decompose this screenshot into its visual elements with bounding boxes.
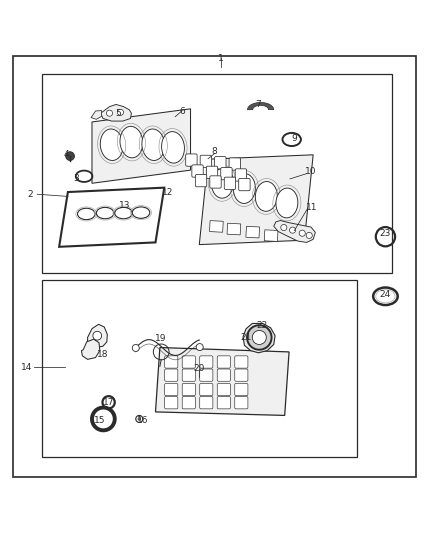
Bar — [42, 74, 392, 273]
FancyBboxPatch shape — [217, 397, 230, 409]
Ellipse shape — [162, 132, 184, 163]
FancyBboxPatch shape — [217, 383, 230, 395]
Ellipse shape — [142, 129, 165, 160]
Text: 8: 8 — [212, 147, 218, 156]
FancyBboxPatch shape — [165, 369, 178, 381]
FancyBboxPatch shape — [221, 167, 232, 180]
FancyBboxPatch shape — [224, 177, 236, 189]
Ellipse shape — [96, 207, 114, 219]
Text: 20: 20 — [194, 364, 205, 373]
Ellipse shape — [276, 188, 298, 218]
Text: 4: 4 — [64, 150, 69, 159]
FancyBboxPatch shape — [182, 369, 195, 381]
Text: 12: 12 — [162, 189, 173, 197]
Circle shape — [299, 230, 305, 236]
Circle shape — [66, 152, 74, 160]
Circle shape — [117, 109, 124, 115]
Ellipse shape — [115, 207, 132, 219]
Text: 9: 9 — [291, 134, 297, 143]
FancyBboxPatch shape — [200, 155, 212, 167]
FancyBboxPatch shape — [235, 397, 248, 409]
Text: 14: 14 — [21, 363, 32, 372]
Ellipse shape — [120, 126, 143, 158]
Text: 24: 24 — [380, 290, 391, 300]
Ellipse shape — [100, 129, 123, 160]
Polygon shape — [274, 221, 315, 243]
Text: 15: 15 — [94, 416, 106, 425]
Text: 10: 10 — [305, 167, 317, 176]
FancyBboxPatch shape — [229, 158, 240, 170]
FancyBboxPatch shape — [200, 356, 213, 368]
Text: 3: 3 — [74, 174, 80, 183]
Text: 2: 2 — [27, 190, 32, 199]
Polygon shape — [199, 155, 313, 245]
Circle shape — [132, 344, 139, 351]
Polygon shape — [59, 188, 164, 247]
Circle shape — [290, 227, 296, 233]
Polygon shape — [101, 104, 131, 121]
Text: 22: 22 — [256, 321, 268, 330]
FancyBboxPatch shape — [165, 383, 178, 395]
Ellipse shape — [233, 174, 255, 204]
Text: 19: 19 — [155, 334, 167, 343]
Polygon shape — [243, 324, 275, 353]
Ellipse shape — [78, 208, 95, 220]
FancyBboxPatch shape — [182, 383, 195, 395]
Text: 18: 18 — [97, 350, 109, 359]
FancyBboxPatch shape — [182, 397, 195, 409]
Text: 7: 7 — [255, 100, 261, 109]
Bar — [264, 230, 278, 241]
FancyBboxPatch shape — [215, 157, 226, 169]
Text: 16: 16 — [137, 416, 148, 425]
Text: 11: 11 — [306, 203, 318, 212]
Polygon shape — [81, 339, 100, 359]
Ellipse shape — [255, 182, 277, 211]
Circle shape — [306, 232, 312, 238]
Text: 13: 13 — [119, 201, 131, 209]
Bar — [246, 227, 260, 238]
Text: 17: 17 — [103, 398, 114, 407]
FancyBboxPatch shape — [195, 174, 207, 187]
FancyBboxPatch shape — [217, 356, 230, 368]
Circle shape — [93, 332, 102, 340]
Bar — [42, 280, 357, 457]
Bar — [209, 221, 223, 232]
FancyBboxPatch shape — [206, 166, 218, 179]
Polygon shape — [91, 110, 102, 119]
Text: 5: 5 — [115, 109, 121, 118]
FancyBboxPatch shape — [235, 369, 248, 381]
FancyBboxPatch shape — [200, 383, 213, 395]
Ellipse shape — [132, 207, 150, 219]
Circle shape — [252, 330, 266, 344]
FancyBboxPatch shape — [200, 397, 213, 409]
FancyBboxPatch shape — [235, 169, 247, 181]
Circle shape — [281, 224, 287, 231]
Ellipse shape — [212, 168, 233, 198]
Polygon shape — [92, 109, 191, 183]
FancyBboxPatch shape — [186, 154, 197, 166]
Bar — [227, 223, 241, 235]
Circle shape — [138, 418, 141, 420]
FancyBboxPatch shape — [210, 176, 221, 188]
FancyBboxPatch shape — [235, 356, 248, 368]
Polygon shape — [155, 348, 289, 415]
FancyBboxPatch shape — [165, 397, 178, 409]
FancyBboxPatch shape — [235, 383, 248, 395]
FancyBboxPatch shape — [165, 356, 178, 368]
Circle shape — [247, 325, 272, 350]
Circle shape — [196, 344, 203, 351]
Text: 21: 21 — [240, 333, 252, 342]
Text: 23: 23 — [380, 229, 391, 238]
FancyBboxPatch shape — [239, 179, 250, 191]
Text: 1: 1 — [218, 54, 224, 63]
Polygon shape — [247, 102, 274, 110]
FancyBboxPatch shape — [217, 369, 230, 381]
Polygon shape — [88, 324, 107, 348]
FancyBboxPatch shape — [182, 356, 195, 368]
FancyBboxPatch shape — [200, 369, 213, 381]
FancyBboxPatch shape — [192, 165, 203, 177]
Circle shape — [106, 110, 113, 116]
Text: 6: 6 — [179, 107, 185, 116]
